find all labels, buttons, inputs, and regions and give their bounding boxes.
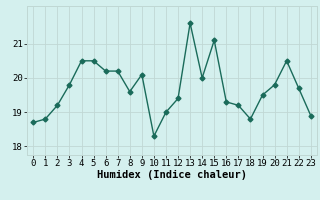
X-axis label: Humidex (Indice chaleur): Humidex (Indice chaleur) [97, 170, 247, 180]
